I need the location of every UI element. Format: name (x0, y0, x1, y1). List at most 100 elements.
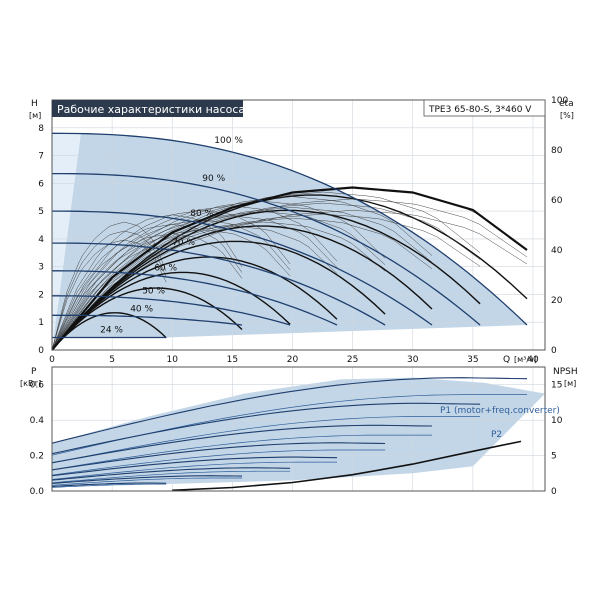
head-curve-60pct (52, 270, 338, 326)
head-curve-50pct (52, 295, 291, 326)
p1-curve-24pct (51, 482, 167, 487)
efficiency-arc-curve (51, 196, 433, 351)
p1-series-label: P1 (motor+freq.converter) (440, 406, 560, 416)
y-tick-label: 5 (38, 207, 44, 217)
speed-label-24pct: 24 % (100, 326, 123, 336)
p2-curve-80pct (51, 434, 432, 471)
y2-tick-label: 60 (551, 196, 563, 206)
model-label: TPE3 65-80-S, 3*460 V (428, 105, 532, 115)
y-tick-label: 2 (38, 290, 44, 300)
npsh-tick-label: 5 (551, 452, 557, 462)
x-tick-label: 30 (407, 355, 419, 365)
p1-curve-90pct (51, 402, 481, 455)
x-tick-label: 5 (109, 355, 115, 365)
chart-title: Рабочие характеристики насоса (57, 103, 245, 116)
x-tick-label: 10 (167, 355, 179, 365)
y-axis-label-p: P (31, 367, 37, 377)
title-box (52, 100, 243, 117)
efficiency-arc-curve (51, 217, 433, 351)
efficiency-curve-90pct (51, 209, 481, 351)
p1-curve-80pct (51, 424, 433, 464)
y2-tick-label: 40 (551, 246, 563, 256)
p1-curve-70pct (51, 442, 386, 471)
efficiency-arc-curve (51, 198, 528, 351)
head-curve-80pct (52, 210, 433, 326)
y2-axis-unit-npsh: [м] (564, 379, 576, 388)
efficiency-arc-curve (51, 225, 338, 351)
y-tick-label: 0 (38, 346, 44, 356)
p2-curve-50pct (51, 470, 291, 484)
p2-curve-90pct (51, 416, 481, 464)
p-tick-label: 0.4 (30, 416, 45, 426)
y2-tick-label: 80 (551, 146, 563, 156)
speed-label-40pct: 40 % (130, 304, 153, 314)
x-tick-label: 25 (347, 355, 358, 365)
x-tick-label: 0 (49, 355, 55, 365)
efficiency-curve-24pct (51, 312, 167, 351)
y-tick-label: 6 (38, 179, 44, 189)
head-curve-40pct (52, 314, 243, 326)
y2-tick-label: 0 (551, 346, 557, 356)
p-tick-label: 0.6 (30, 381, 45, 391)
p1-curve-40pct (51, 475, 243, 484)
x-tick-label: 35 (467, 355, 478, 365)
efficiency-arc-curve (51, 202, 481, 351)
low-flow-area-fill (52, 133, 81, 350)
efficiency-arc-curve (51, 224, 243, 351)
speed-label-90pct: 90 % (202, 174, 225, 184)
p2-curve-70pct (51, 449, 386, 476)
y-tick-label: 8 (38, 124, 44, 134)
npsh-tick-label: 15 (551, 381, 562, 391)
efficiency-curve-70pct (51, 240, 386, 351)
head-curve-90pct (52, 172, 481, 326)
speed-label-70pct: 70 % (172, 238, 195, 248)
y2-axis-label-eta: eta (559, 99, 574, 109)
p-tick-label: 0.2 (30, 452, 44, 462)
p2-series-label: P2 (491, 430, 502, 440)
efficiency-arc-curve (51, 230, 167, 351)
speed-label-60pct: 60 % (154, 264, 177, 274)
speed-label-50pct: 50 % (142, 287, 165, 297)
x-axis-unit-q: [м³/ч] (514, 355, 537, 364)
efficiency-curve-100pct (51, 194, 528, 351)
y2-axis-label-npsh: NPSH (553, 367, 578, 377)
y-axis-unit-p: [кВт] (20, 379, 41, 388)
efficiency-arc-curve (51, 191, 481, 351)
y2-tick-label: 20 (551, 296, 563, 306)
p1-curve-50pct (51, 467, 291, 481)
y-tick-label: 3 (38, 263, 44, 273)
npsh-curve (172, 440, 522, 492)
efficiency-arc-curve (51, 233, 243, 351)
efficiency-arc-curve (51, 215, 338, 351)
power-area-fill (52, 377, 545, 488)
y-tick-label: 7 (38, 152, 44, 162)
x-axis-label-q: Q (503, 355, 510, 365)
speed-label-100pct: 100 % (214, 136, 243, 146)
y-tick-label: 1 (38, 318, 44, 328)
npsh-tick-label: 10 (551, 416, 563, 426)
p1-curve-60pct (51, 456, 338, 477)
x-tick-label: 40 (527, 355, 539, 365)
y-axis-label-h: H (31, 99, 38, 109)
operating-area-fill (52, 133, 527, 350)
p1-curve-100pct (51, 377, 528, 444)
efficiency-arc-curve (51, 221, 167, 351)
p2-curve-24pct (51, 483, 167, 488)
p-tick-label: 0.0 (30, 487, 45, 497)
efficiency-arc-curve (51, 210, 528, 351)
speed-label-80pct: 80 % (190, 209, 213, 219)
efficiency-curve-40pct (51, 287, 243, 351)
bottom-plot-frame (51, 366, 546, 492)
top-plot-frame (51, 99, 546, 351)
efficiency-curve-60pct (51, 256, 338, 351)
y2-tick-label: 100 (551, 96, 568, 106)
model-label-box (423, 99, 546, 117)
efficiency-arc-curve (51, 214, 243, 351)
head-curve-70pct (52, 242, 386, 326)
y-tick-label: 4 (38, 235, 44, 245)
p2-curve-60pct (51, 461, 337, 480)
x-tick-label: 15 (227, 355, 238, 365)
head-curve-100pct (51, 132, 528, 326)
